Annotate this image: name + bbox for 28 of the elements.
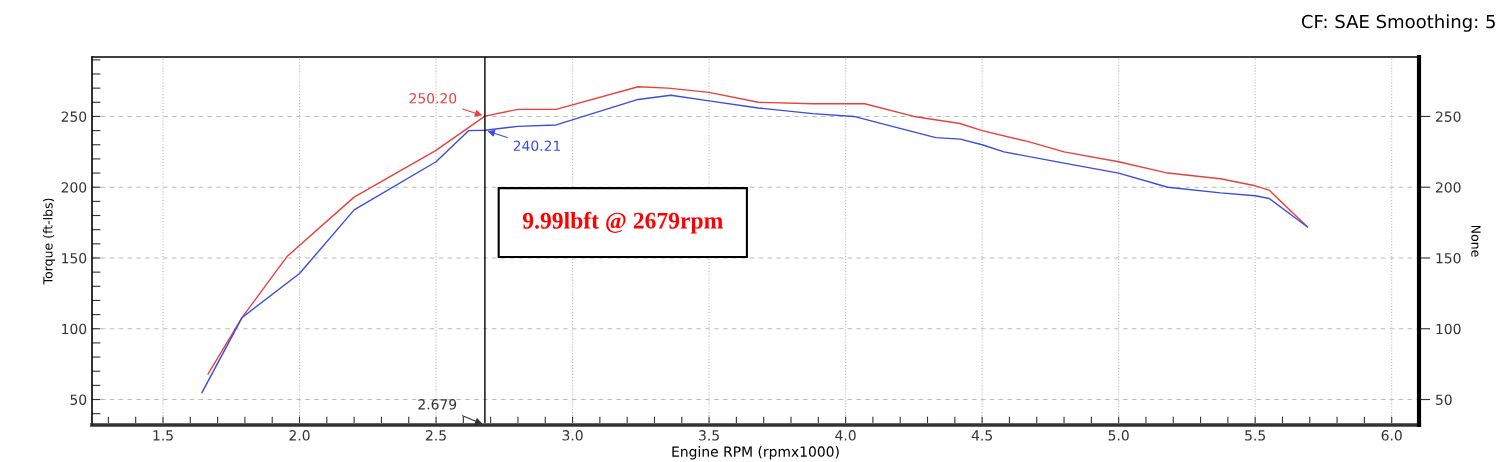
y-tick-label: 250 [61, 111, 87, 122]
ref-line-label: 2.679 [418, 399, 457, 410]
x-tick-label: 6.0 [1381, 430, 1402, 441]
chart-subtitle: CF: SAE Smoothing: 5 [1301, 14, 1495, 32]
y-tick-label: 50 [70, 394, 87, 405]
x-tick-label: 1.5 [153, 430, 173, 441]
x-tick-label: 4.0 [835, 430, 856, 441]
y2-tick-label: 100 [1436, 323, 1461, 335]
y-tick-label: 200 [61, 182, 87, 193]
y2-axis-title: None [1471, 225, 1481, 257]
x-tick-label: 2.5 [426, 430, 446, 441]
y2-tick-label: 250 [1435, 111, 1461, 122]
y2-tick-label: 150 [1436, 252, 1461, 264]
x-tick-label: 3.0 [562, 430, 583, 441]
x-tick-label: 4.5 [971, 430, 992, 441]
x-tick-label: 5.0 [1108, 430, 1129, 441]
y2-tick-label: 200 [1435, 182, 1461, 193]
x-axis-title: Engine RPM (rpmx1000) [672, 446, 839, 460]
y-tick-label: 150 [62, 252, 87, 264]
y-tick-label: 100 [62, 323, 87, 335]
y-axis-title: Torque (ft-lbs) [42, 198, 56, 285]
annotation: 250.20 [409, 93, 457, 104]
y2-tick-label: 50 [1436, 394, 1452, 405]
x-tick-label: 3.5 [699, 430, 719, 441]
annotation: 9.99lbft @ 2679rpm [522, 211, 723, 234]
annotation: 240.21 [513, 140, 561, 151]
x-tick-label: 2.0 [289, 430, 310, 441]
x-tick-label: 5.5 [1245, 430, 1265, 441]
